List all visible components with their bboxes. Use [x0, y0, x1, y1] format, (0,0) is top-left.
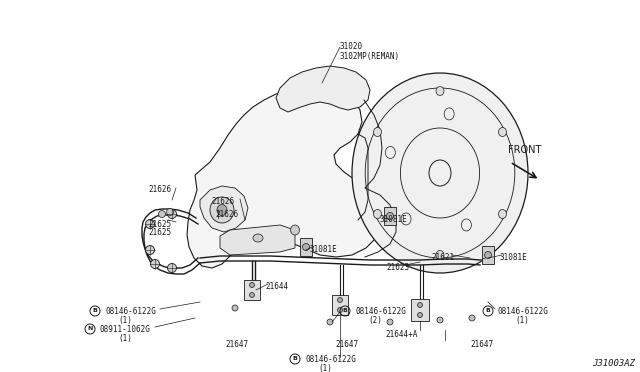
Ellipse shape — [499, 209, 506, 218]
Text: 21644: 21644 — [265, 282, 288, 291]
Polygon shape — [276, 66, 370, 112]
Ellipse shape — [436, 87, 444, 96]
Text: 08146-6122G: 08146-6122G — [305, 355, 356, 364]
Bar — [332, 295, 348, 315]
Text: FRONT: FRONT — [508, 145, 541, 155]
Ellipse shape — [217, 205, 227, 215]
Text: 21626: 21626 — [215, 210, 238, 219]
Text: 21625: 21625 — [149, 228, 172, 237]
Text: 3102MP(REMAN): 3102MP(REMAN) — [340, 52, 400, 61]
Ellipse shape — [417, 312, 422, 317]
Ellipse shape — [210, 197, 234, 223]
Text: 21621: 21621 — [432, 253, 455, 262]
Ellipse shape — [352, 73, 528, 273]
Ellipse shape — [437, 317, 443, 323]
Text: (1): (1) — [118, 316, 132, 325]
Ellipse shape — [337, 308, 342, 312]
Text: N: N — [87, 327, 93, 331]
Ellipse shape — [387, 319, 393, 325]
Bar — [244, 280, 260, 300]
Ellipse shape — [159, 211, 166, 218]
Polygon shape — [187, 85, 380, 268]
Ellipse shape — [417, 302, 422, 308]
Ellipse shape — [168, 209, 177, 218]
Text: B: B — [93, 308, 97, 314]
Ellipse shape — [145, 246, 154, 254]
Text: (2): (2) — [368, 316, 382, 325]
Ellipse shape — [250, 292, 255, 298]
Ellipse shape — [436, 250, 444, 260]
Text: (1): (1) — [318, 364, 332, 372]
Ellipse shape — [168, 263, 177, 273]
Text: 31020: 31020 — [340, 42, 363, 51]
Text: 21625: 21625 — [149, 220, 172, 229]
Text: 21626: 21626 — [149, 185, 172, 194]
Text: 08146-6122G: 08146-6122G — [105, 307, 156, 316]
Text: 31081E: 31081E — [380, 215, 408, 224]
Ellipse shape — [469, 315, 475, 321]
Ellipse shape — [253, 234, 263, 242]
Text: 21644+A: 21644+A — [385, 330, 417, 339]
Text: B: B — [486, 308, 490, 314]
Text: 08146-6122G: 08146-6122G — [355, 307, 406, 316]
Text: 21647: 21647 — [470, 340, 493, 349]
Text: B: B — [292, 356, 298, 362]
Text: 08911-1062G: 08911-1062G — [100, 325, 151, 334]
Polygon shape — [200, 186, 248, 232]
Text: 08146-6122G: 08146-6122G — [498, 307, 549, 316]
Ellipse shape — [337, 298, 342, 302]
Text: 21647: 21647 — [225, 340, 248, 349]
Text: 21623: 21623 — [387, 263, 410, 272]
Text: J31003AZ: J31003AZ — [592, 359, 635, 368]
Text: B: B — [342, 308, 348, 314]
Text: (1): (1) — [118, 334, 132, 343]
Text: 31081E: 31081E — [310, 245, 338, 254]
Ellipse shape — [145, 219, 154, 228]
Ellipse shape — [166, 208, 173, 215]
Text: 21647: 21647 — [335, 340, 358, 349]
Bar — [384, 207, 396, 225]
Ellipse shape — [291, 225, 300, 235]
Ellipse shape — [303, 244, 310, 250]
Ellipse shape — [484, 251, 492, 259]
Bar — [482, 246, 494, 264]
Ellipse shape — [232, 305, 238, 311]
Ellipse shape — [327, 319, 333, 325]
Text: 21626: 21626 — [212, 197, 235, 206]
Polygon shape — [220, 225, 295, 255]
Ellipse shape — [374, 209, 381, 218]
Text: 31081E: 31081E — [500, 253, 528, 262]
Bar — [411, 299, 429, 321]
Ellipse shape — [250, 282, 255, 288]
Ellipse shape — [374, 128, 381, 137]
Ellipse shape — [150, 260, 159, 269]
Bar — [300, 238, 312, 256]
Text: (1): (1) — [515, 316, 529, 325]
Ellipse shape — [499, 128, 506, 137]
Ellipse shape — [387, 212, 394, 219]
